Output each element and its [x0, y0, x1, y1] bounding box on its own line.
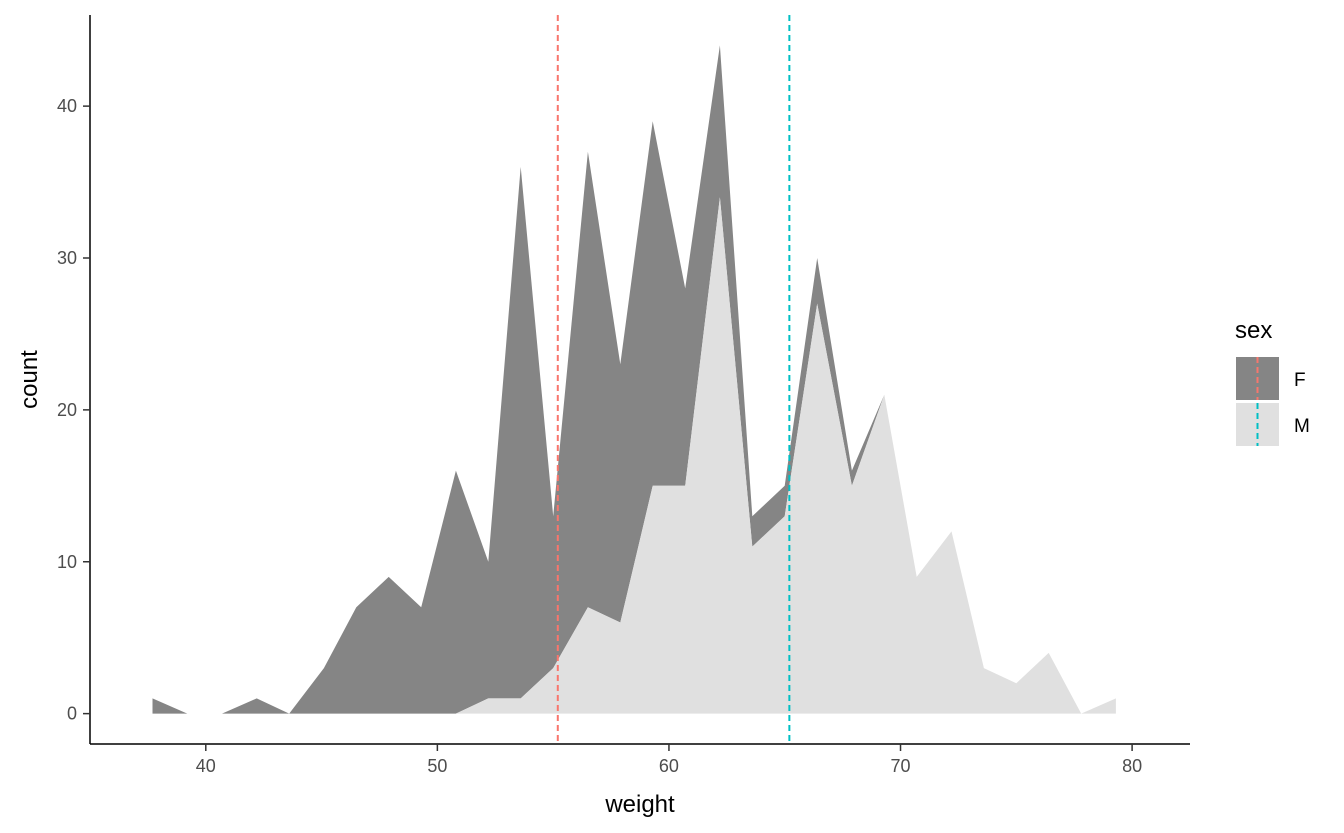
- y-tick-label: 30: [57, 248, 77, 268]
- y-tick-label: 0: [67, 704, 77, 724]
- x-axis-title: weight: [604, 791, 675, 818]
- x-tick-label: 50: [427, 756, 447, 776]
- legend: sex F M: [1235, 317, 1310, 446]
- x-tick-label: 40: [196, 756, 216, 776]
- area-series-layer: [152, 45, 1116, 714]
- legend-item-m: M: [1236, 403, 1310, 446]
- y-tick-label: 20: [57, 400, 77, 420]
- y-tick-label: 10: [57, 552, 77, 572]
- legend-title: sex: [1235, 317, 1272, 344]
- axes: 40 50 60 70 80 0 10 20 30 40 weight count: [16, 15, 1190, 818]
- y-axis-title: count: [16, 350, 43, 409]
- legend-item-f: F: [1236, 357, 1306, 400]
- area-series-f: [152, 45, 1116, 714]
- x-tick-label: 80: [1122, 756, 1142, 776]
- x-tick-label: 60: [659, 756, 679, 776]
- y-tick-label: 40: [57, 96, 77, 116]
- legend-label: M: [1294, 416, 1310, 437]
- mean-lines-layer: [556, 15, 791, 744]
- area-series-m: [152, 197, 1116, 714]
- legend-label: F: [1294, 370, 1306, 391]
- x-tick-label: 70: [891, 756, 911, 776]
